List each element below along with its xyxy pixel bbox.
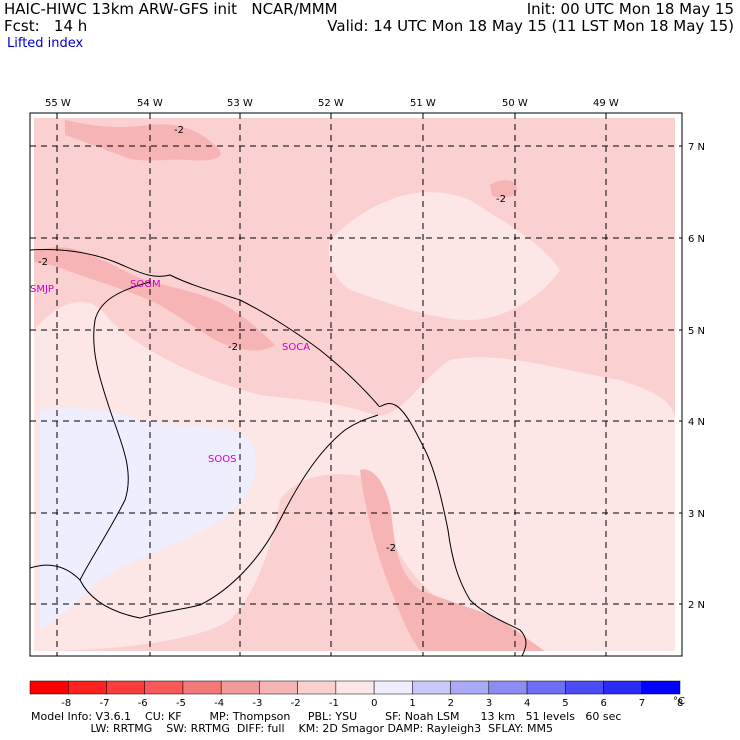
colorbar-swatch	[450, 680, 490, 695]
colorbar-tick-label: 0	[371, 698, 377, 709]
colorbar-tick-label: -8	[61, 698, 71, 709]
lat-label-5n: 5 N	[688, 326, 705, 337]
lat-label-4n: 4 N	[688, 417, 705, 428]
contour-label: -2	[38, 257, 48, 268]
colorbar-tick-label: 4	[524, 698, 530, 709]
colorbar-tick-label: -6	[138, 698, 148, 709]
colorbar-swatch	[29, 680, 69, 695]
contour-label: -2	[386, 543, 396, 554]
field-neg2-a	[65, 120, 221, 161]
colorbar-swatch	[67, 680, 107, 695]
footer-model-info: Model Info: V3.6.1 CU: KF MP: Thompson P…	[31, 710, 622, 723]
colorbar-swatch	[603, 680, 643, 695]
lat-label-7n: 7 N	[688, 142, 705, 153]
colorbar-swatch	[259, 680, 298, 695]
lat-label-group: 7 N 6 N 5 N 4 N 3 N 2 N	[688, 142, 705, 611]
colorbar-tick-label: -3	[252, 698, 262, 709]
header-valid: Valid: 14 UTC Mon 18 May 15 (11 LST Mon …	[327, 17, 734, 35]
colorbar-swatch	[641, 680, 681, 695]
colorbar-tick-label: 3	[486, 698, 492, 709]
colorbar-tick-label: -5	[176, 698, 186, 709]
colorbar: -8 -7 -6 -5 -4 -3 -2 -1 0 1 2 3 4 5 6 7 8	[29, 680, 683, 709]
colorbar-swatch	[335, 680, 375, 695]
graticule	[30, 113, 682, 656]
colorbar-swatch	[412, 680, 451, 695]
colorbar-swatch	[106, 680, 145, 695]
header-fcst: Fcst: 14 h	[4, 17, 88, 35]
header-init: Init: 00 UTC Mon 18 May 15	[526, 0, 734, 18]
station-label-sogm: SOGM	[130, 279, 161, 290]
station-group: SMJP SOGM SOCA SOOS	[30, 279, 310, 465]
colorbar-tick-label: -1	[329, 698, 339, 709]
lon-label-51w: 51 W	[410, 98, 436, 109]
field-near-zero-north	[328, 192, 560, 320]
contour-label: -2	[496, 194, 506, 205]
colorbar-tick-label: -4	[214, 698, 224, 709]
field-neg2-d	[490, 180, 518, 198]
field-positive	[40, 408, 256, 630]
colorbar-swatch	[488, 680, 528, 695]
lon-label-52w: 52 W	[318, 98, 344, 109]
colorbar-tick-label: 2	[448, 698, 454, 709]
colorbar-swatch	[144, 680, 184, 695]
field-name: Lifted index	[7, 36, 84, 51]
colorbar-swatch	[373, 680, 413, 695]
field-neg2-c	[360, 469, 545, 651]
station-label-smjp: SMJP	[30, 284, 54, 295]
station-label-soos: SOOS	[208, 454, 236, 465]
colorbar-swatch	[526, 680, 566, 695]
lon-label-50w: 50 W	[502, 98, 528, 109]
colorbar-tick-label: 1	[409, 698, 415, 709]
lon-label-group: 55 W 54 W 53 W 52 W 51 W 50 W 49 W	[45, 98, 619, 109]
colorbar-tick-label: -7	[99, 698, 109, 709]
colorbar-tick-label: -2	[291, 698, 301, 709]
lon-label-55w: 55 W	[45, 98, 71, 109]
lon-label-54w: 54 W	[137, 98, 163, 109]
lon-label-53w: 53 W	[227, 98, 253, 109]
field-neg2-b	[34, 247, 275, 351]
lat-label-3n: 3 N	[688, 509, 705, 520]
contour-label: -2	[174, 125, 184, 136]
footer-physics-info: LW: RRTMG SW: RRTMG DIFF: full KM: 2D Sm…	[31, 722, 553, 735]
header-title: HAIC-HIWC 13km ARW-GFS init NCAR/MMM	[4, 0, 338, 18]
colorbar-tick-label: 8	[677, 698, 683, 709]
lat-label-6n: 6 N	[688, 234, 705, 245]
colorbar-tick-label: 5	[562, 698, 568, 709]
colorbar-tick-label: 7	[639, 698, 645, 709]
colorbar-unit: °C	[673, 696, 685, 707]
lon-label-49w: 49 W	[593, 98, 619, 109]
colorbar-swatch	[565, 680, 604, 695]
colorbar-swatch	[297, 680, 337, 695]
colorbar-tick-label: 6	[601, 698, 607, 709]
colorbar-swatch	[182, 680, 222, 695]
coastline	[29, 249, 527, 657]
colorbar-swatch	[220, 680, 260, 695]
contour-label: -2	[228, 342, 238, 353]
lat-label-2n: 2 N	[688, 600, 705, 611]
station-label-soca: SOCA	[282, 342, 310, 353]
contour-label-group: -2 -2 -2 -2 -2	[38, 125, 506, 554]
